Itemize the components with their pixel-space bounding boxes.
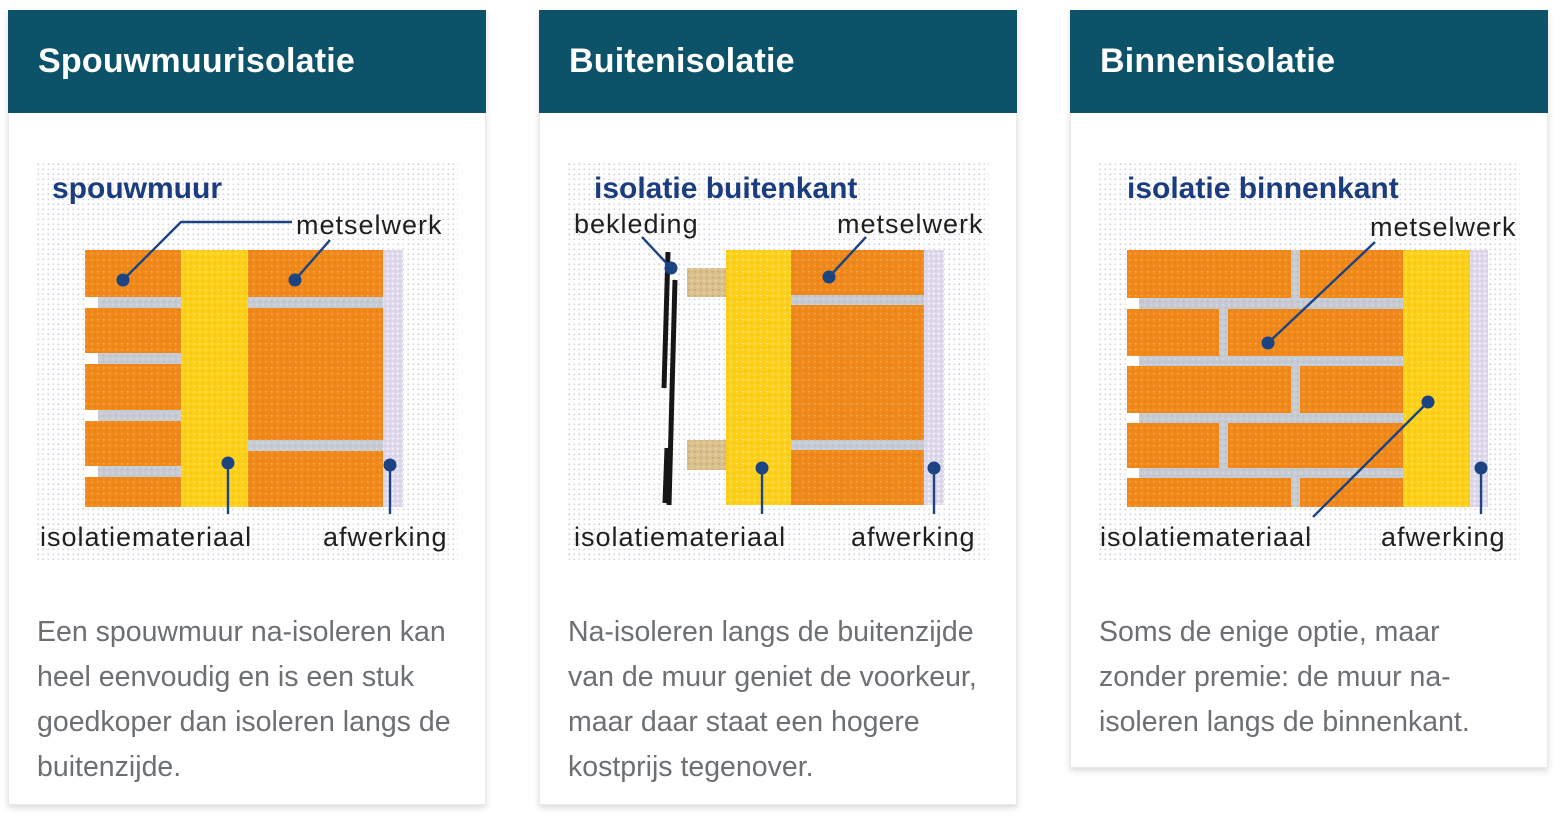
label-isolatiemateriaal: isolatiemateriaal bbox=[40, 522, 252, 552]
label-metselwerk: metselwerk bbox=[837, 209, 984, 239]
afwerking-dot bbox=[1474, 461, 1488, 475]
card-description: Soms de enige optie, maar zonder premie:… bbox=[1099, 616, 1470, 738]
metselwerk-dot bbox=[822, 270, 836, 284]
label-metselwerk: metselwerk bbox=[1370, 212, 1517, 242]
brick-wall bbox=[1127, 250, 1403, 507]
exterior-insulation-diagram: isolatie buitenkant bekleding metselwerk… bbox=[567, 162, 989, 560]
label-afwerking: afwerking bbox=[323, 522, 448, 552]
isolatie-leader-line bbox=[1312, 401, 1429, 518]
metselwerk-dot-2 bbox=[288, 273, 302, 287]
metselwerk-leader-line-2 bbox=[294, 239, 331, 281]
bekleding-leader-line bbox=[641, 236, 672, 269]
insulation-layer bbox=[1403, 250, 1470, 507]
cladding-slats bbox=[661, 251, 678, 506]
insulation-layer bbox=[181, 250, 248, 507]
finish-layer bbox=[383, 250, 403, 507]
label-metselwerk: metselwerk bbox=[296, 210, 443, 240]
label-isolatiemateriaal: isolatiemateriaal bbox=[574, 522, 786, 552]
diagram-title: isolatie buitenkant bbox=[594, 172, 857, 205]
label-bekleding: bekleding bbox=[574, 209, 699, 239]
card-header: Buitenisolatie bbox=[539, 10, 1017, 113]
afwerking-dot bbox=[927, 461, 941, 475]
brick-layer-outer bbox=[85, 250, 181, 507]
batten-top bbox=[687, 268, 726, 297]
card-header: Spouwmuurisolatie bbox=[8, 10, 486, 113]
finish-layer bbox=[1470, 250, 1488, 507]
label-afwerking: afwerking bbox=[1381, 522, 1506, 552]
brick-layer bbox=[791, 250, 924, 505]
brick-layer-inner bbox=[248, 250, 383, 507]
metselwerk-dot bbox=[116, 273, 130, 287]
diagram-title: isolatie binnenkant bbox=[1127, 172, 1399, 205]
cavity-wall-diagram: spouwmuur metselwerk isolatiemateriaal a… bbox=[36, 162, 458, 560]
label-isolatiemateriaal: isolatiemateriaal bbox=[1100, 522, 1312, 552]
metselwerk-leader-line bbox=[1267, 241, 1376, 344]
card-header: Binnenisolatie bbox=[1070, 10, 1548, 113]
isolatie-dot bbox=[221, 456, 235, 470]
isolatie-dot bbox=[1421, 395, 1435, 409]
metselwerk-dot bbox=[1261, 336, 1275, 350]
card-title: Buitenisolatie bbox=[569, 42, 795, 80]
card-spouwmuurisolatie: Spouwmuurisolatie bbox=[8, 10, 486, 805]
card-title: Spouwmuurisolatie bbox=[38, 42, 355, 80]
insulation-layer bbox=[726, 250, 791, 505]
metselwerk-leader-line bbox=[122, 220, 292, 281]
finish-layer bbox=[924, 250, 944, 505]
metselwerk-leader-line bbox=[828, 236, 867, 278]
card-binnenisolatie: Binnenisolatie bbox=[1070, 10, 1548, 768]
isolatie-dot bbox=[755, 461, 769, 475]
card-description: Een spouwmuur na-isoleren kan heel eenvo… bbox=[37, 616, 451, 783]
mortar-joints-outer bbox=[85, 297, 181, 477]
card-description: Na-isoleren langs de buitenzijde van de … bbox=[568, 616, 977, 783]
mortar-joints bbox=[791, 295, 924, 450]
batten-bottom bbox=[687, 440, 726, 470]
mortar-joints-inner bbox=[248, 297, 383, 451]
card-buitenisolatie: Buitenisolatie isolatie buitenk bbox=[539, 10, 1017, 805]
afwerking-dot bbox=[383, 458, 397, 472]
bekleding-dot bbox=[664, 261, 678, 275]
diagram-title: spouwmuur bbox=[52, 172, 222, 205]
label-afwerking: afwerking bbox=[851, 522, 976, 552]
card-title: Binnenisolatie bbox=[1100, 42, 1336, 80]
interior-insulation-diagram: isolatie binnenkant metselwerk isolatiem… bbox=[1098, 162, 1520, 560]
